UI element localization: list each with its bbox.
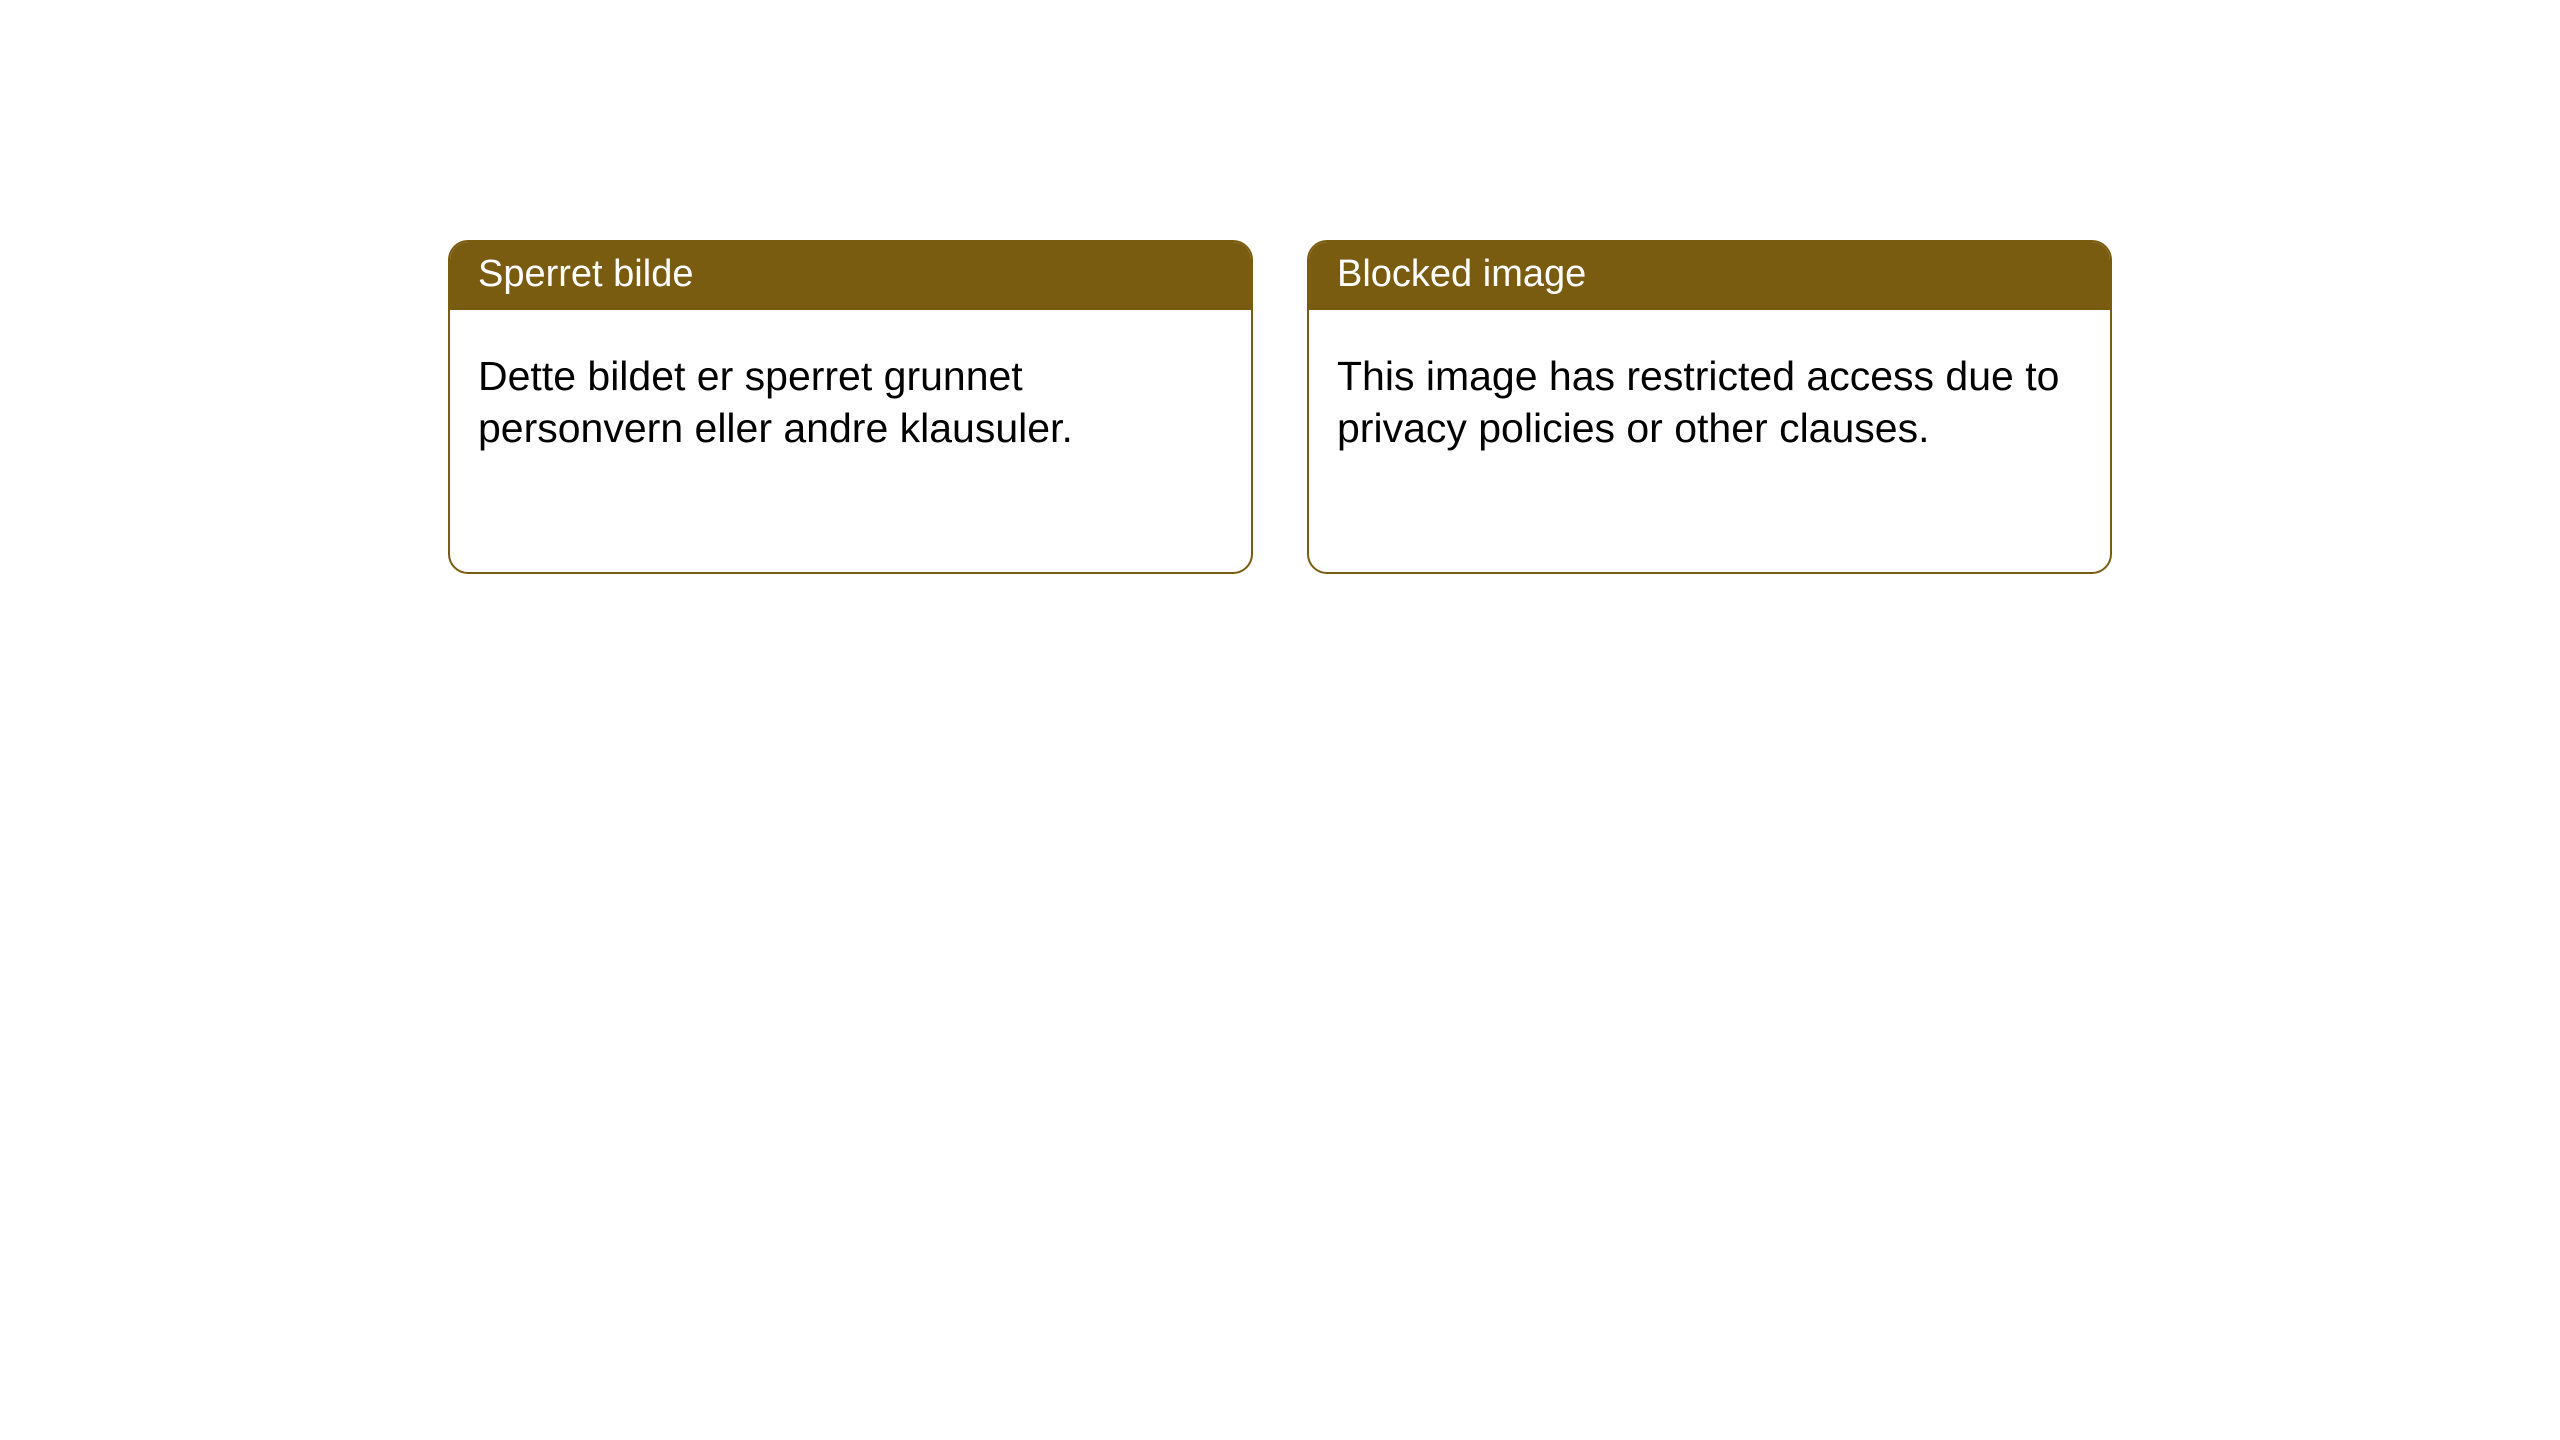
- notice-card-en: Blocked image This image has restricted …: [1307, 240, 2112, 574]
- notice-body-en: This image has restricted access due to …: [1309, 310, 2110, 483]
- notice-body-no: Dette bildet er sperret grunnet personve…: [450, 310, 1251, 483]
- notice-card-no: Sperret bilde Dette bildet er sperret gr…: [448, 240, 1253, 574]
- notice-card-container: Sperret bilde Dette bildet er sperret gr…: [0, 0, 2560, 574]
- notice-title-no: Sperret bilde: [450, 242, 1251, 310]
- notice-title-en: Blocked image: [1309, 242, 2110, 310]
